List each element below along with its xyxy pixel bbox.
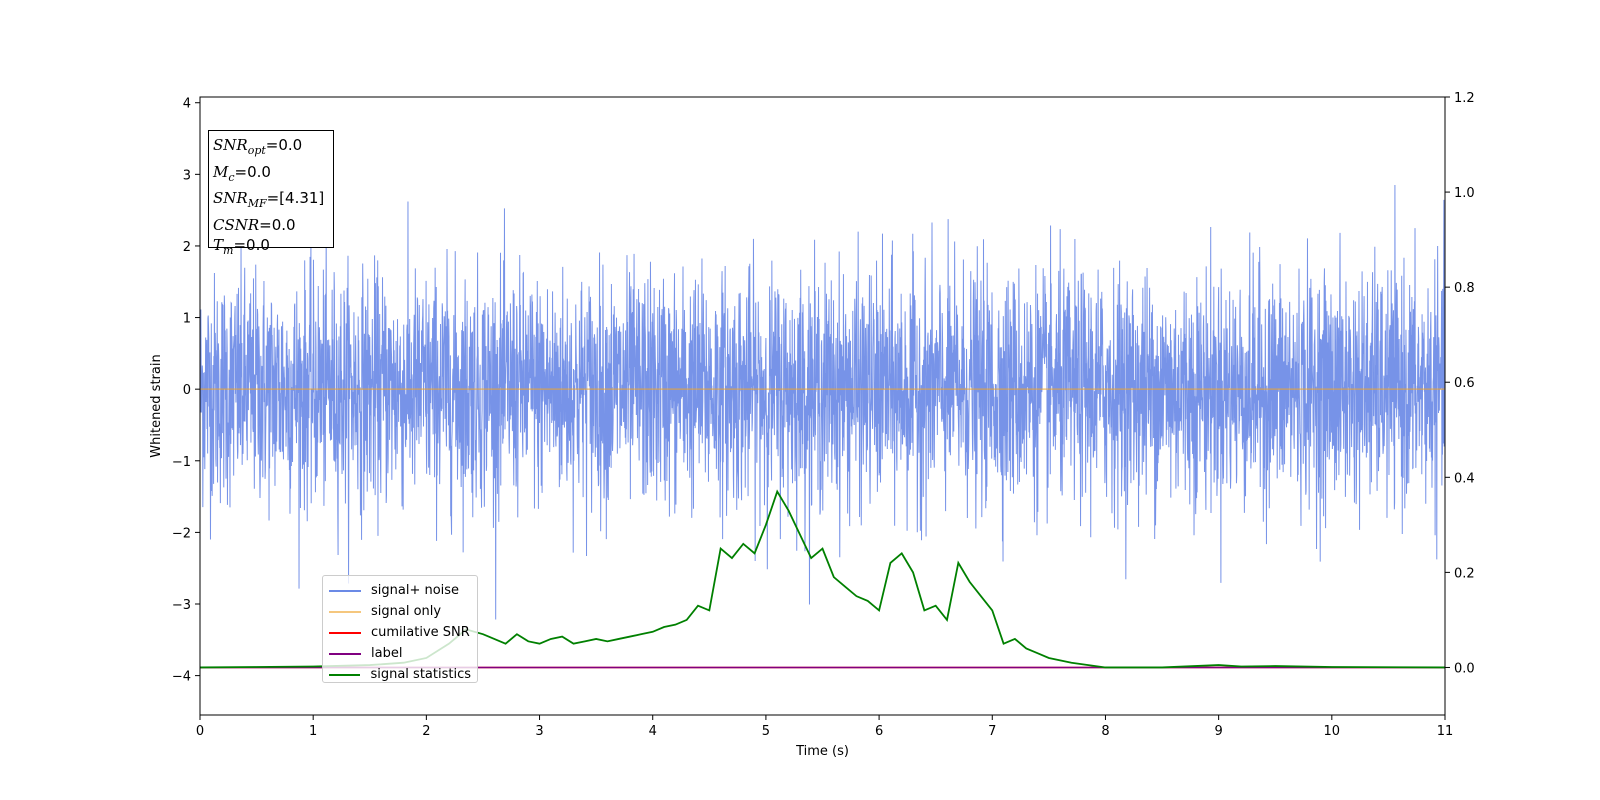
snr-mf-line: SNRMF=[4.31] (213, 189, 325, 210)
y2-tick-label: 0.0 (1454, 661, 1475, 676)
x-axis-ticks: 0 1 2 3 4 5 6 7 8 9 10 11 (196, 715, 1453, 739)
y-axis-label: Whitened strain (149, 354, 164, 457)
y2-axis-ticks: 0.0 0.2 0.4 0.6 0.8 1.0 1.2 (1445, 91, 1475, 676)
x-tick-label: 0 (196, 724, 204, 739)
legend-swatch (329, 589, 361, 592)
x-tick-label: 3 (535, 724, 543, 739)
y-tick-label: −2 (172, 526, 191, 541)
y-tick-label: 2 (183, 240, 191, 255)
legend-swatch (329, 631, 361, 634)
x-tick-label: 9 (1214, 724, 1222, 739)
x-tick-label: 2 (422, 724, 430, 739)
signal-noise-line (200, 185, 1445, 620)
y-tick-label: −4 (172, 670, 191, 685)
y-tick-label: 1 (183, 312, 191, 327)
legend-swatch (329, 673, 361, 676)
x-tick-label: 8 (1101, 724, 1109, 739)
x-tick-label: 4 (649, 724, 657, 739)
y2-tick-label: 1.0 (1454, 186, 1475, 201)
legend-swatch (329, 652, 361, 655)
legend: signal+ noise signal only cumilative SNR… (322, 575, 478, 683)
mc-line: Mc=0.0 (213, 162, 271, 184)
legend-item-signal-only: signal only (329, 601, 471, 622)
y2-tick-label: 0.4 (1454, 471, 1475, 486)
y-tick-label: −1 (172, 455, 191, 470)
legend-item-label: label (329, 643, 471, 664)
plot-frame (199, 96, 1446, 716)
legend-item-signal-noise: signal+ noise (329, 580, 471, 601)
snr-opt-line: SNRopt=0.0 (213, 136, 303, 157)
info-box: SNRopt=0.0 Mc=0.0 SNRMF=[4.31] CSNR=0.0 … (208, 130, 334, 257)
y2-tick-label: 0.8 (1454, 281, 1475, 296)
x-tick-label: 5 (762, 724, 770, 739)
y-tick-label: 4 (183, 97, 191, 112)
csnr-line: CSNR=0.0 (213, 215, 296, 234)
x-tick-label: 7 (988, 724, 996, 739)
x-tick-label: 6 (875, 724, 883, 739)
legend-item-cumulative-snr: cumilative SNR (329, 622, 471, 643)
y-axis-ticks: −4 −3 −2 −1 0 1 2 3 4 (172, 97, 200, 685)
y-tick-label: 0 (183, 383, 191, 398)
tm-line: Tm=0.0 (213, 236, 270, 257)
y-tick-label: 3 (183, 168, 191, 183)
x-tick-label: 10 (1324, 724, 1341, 739)
legend-swatch (329, 610, 361, 613)
x-tick-label: 1 (309, 724, 317, 739)
y2-tick-label: 0.6 (1454, 376, 1475, 391)
y2-tick-label: 1.2 (1454, 91, 1475, 106)
y-tick-label: −3 (172, 598, 191, 613)
x-axis-label: Time (s) (795, 744, 849, 759)
signal-statistics-line (200, 489, 1445, 669)
x-tick-label: 11 (1437, 724, 1454, 739)
legend-item-signal-statistics: signal statistics (329, 664, 471, 685)
y2-tick-label: 0.2 (1454, 566, 1475, 581)
